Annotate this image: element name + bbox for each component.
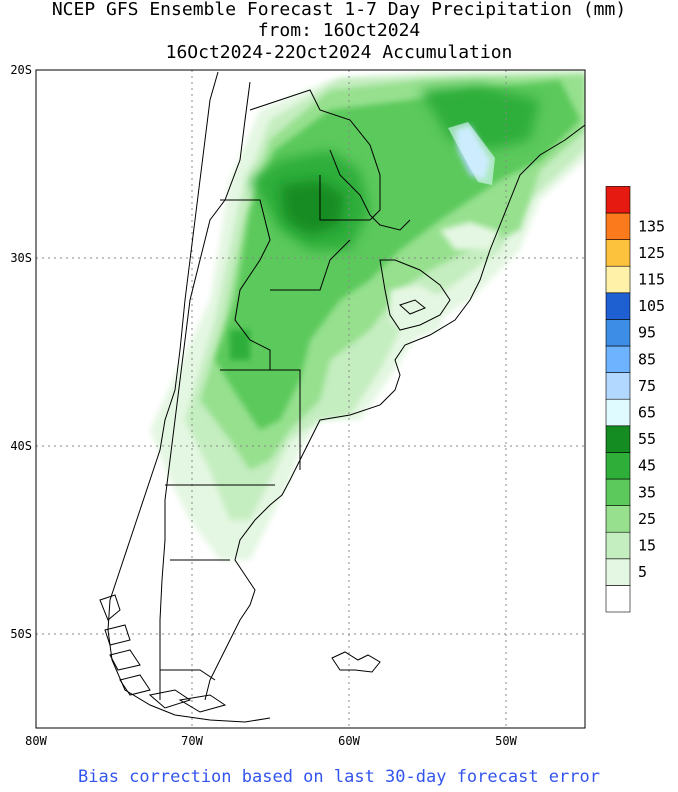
legend-label: 85	[638, 350, 656, 368]
legend-swatch	[605, 585, 631, 613]
accumulation-period: 16Oct2024-22Oct2024 Accumulation	[165, 42, 513, 63]
lon-label: 60W	[338, 734, 360, 748]
precipitation-field	[150, 70, 585, 560]
legend-swatch	[605, 292, 631, 320]
coastlines-and-borders	[99, 71, 585, 723]
legend-label: 95	[638, 324, 656, 342]
legend-label: 135	[638, 217, 665, 235]
legend-label: 55	[638, 430, 656, 448]
legend-label: 25	[638, 510, 656, 528]
legend-swatch	[605, 425, 631, 453]
legend-label: 45	[638, 457, 656, 475]
legend-swatch	[605, 558, 631, 586]
legend-swatch	[605, 186, 631, 214]
legend-swatch	[605, 505, 631, 533]
lat-label: 40S	[10, 439, 32, 453]
chart-title: NCEP GFS Ensemble Forecast 1-7 Day Preci…	[51, 0, 627, 20]
legend-label: 125	[638, 244, 665, 262]
plot-frame	[35, 69, 586, 729]
legend-label: 65	[638, 404, 656, 422]
longitude-labels: 80W 70W 60W 50W	[25, 734, 517, 748]
legend-swatch	[605, 531, 631, 560]
lon-label: 70W	[181, 734, 203, 748]
legend-swatch	[605, 212, 631, 240]
legend-swatch	[605, 478, 631, 506]
lat-label: 50S	[10, 627, 32, 641]
legend-label: 5	[638, 563, 647, 581]
lat-label: 30S	[10, 251, 32, 265]
forecast-init-date: from: 16Oct2024	[257, 20, 421, 41]
legend-label: 35	[638, 483, 656, 501]
legend-swatch	[605, 345, 631, 373]
legend-label: 15	[638, 537, 656, 555]
legend-swatch	[605, 452, 631, 480]
legend-label: 115	[638, 271, 665, 289]
color-legend: 5 15 25 35 45 55 65 75 85 95 105 115 125 135	[605, 186, 665, 613]
legend-swatch	[605, 265, 631, 294]
latitude-labels: 20S 30S 40S 50S	[10, 63, 32, 641]
legend-label: 75	[638, 377, 656, 395]
lat-label: 20S	[10, 63, 32, 77]
lon-label: 50W	[495, 734, 517, 748]
legend-swatch	[605, 319, 631, 347]
legend-label: 105	[638, 297, 665, 315]
legend-swatch	[605, 372, 631, 400]
lon-label: 80W	[25, 734, 47, 748]
legend-swatch	[605, 398, 631, 427]
bias-correction-note: Bias correction based on last 30-day for…	[78, 767, 600, 787]
legend-swatch	[605, 239, 631, 267]
